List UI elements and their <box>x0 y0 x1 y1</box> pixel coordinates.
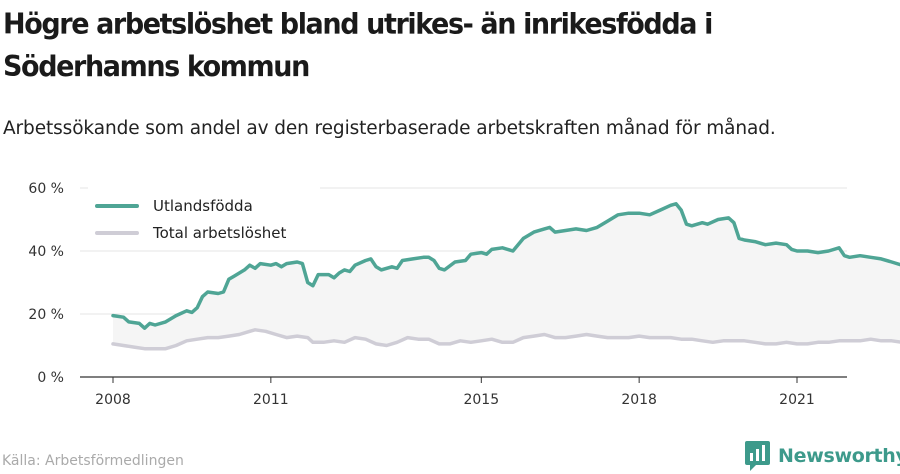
x-tick-label: 2011 <box>253 392 289 408</box>
y-tick-label: 60 % <box>28 181 64 197</box>
x-tick-label: 2008 <box>95 392 131 408</box>
chart-subtitle: Arbetssökande som andel av den registerb… <box>3 118 776 139</box>
chart-title: Högre arbetslöshet bland utrikes- än inr… <box>3 8 713 84</box>
series-line-utlandsfodda <box>111 202 900 330</box>
x-tick-label: 2018 <box>621 392 657 408</box>
brand-name: Newsworthy <box>778 445 900 467</box>
newsworthy-logo-icon <box>745 441 770 471</box>
difference-area <box>113 203 900 349</box>
source-note: Källa: Arbetsförmedlingen <box>2 453 184 469</box>
line-chart: 0 %20 %40 %60 %2008201120152018202135,8 … <box>28 178 900 408</box>
legend-label-total: Total arbetslöshet <box>152 224 287 242</box>
brand-logo: Newsworthy <box>745 441 900 471</box>
y-tick-label: 0 % <box>37 370 64 386</box>
y-tick-label: 40 % <box>28 244 64 260</box>
x-tick-label: 2021 <box>779 392 815 408</box>
y-tick-label: 20 % <box>28 307 64 323</box>
series-line-total <box>111 328 900 351</box>
legend-label-utlandsfodda: Utlandsfödda <box>153 197 253 215</box>
x-tick-label: 2015 <box>463 392 499 408</box>
